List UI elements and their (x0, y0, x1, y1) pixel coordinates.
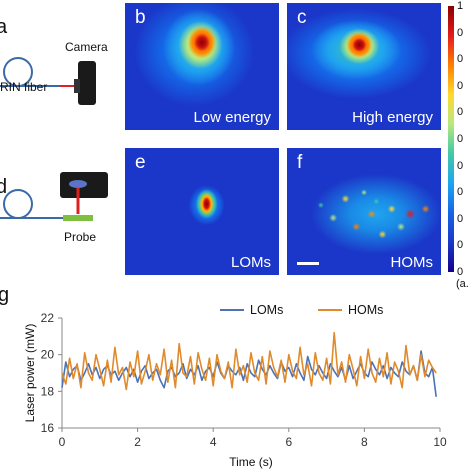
x-axis-label: Time (s) (229, 455, 273, 469)
y-tick-label: 20 (41, 348, 55, 362)
colorbar-tick-label: 1 (457, 0, 464, 12)
panel-letter-g: g (0, 284, 10, 306)
caption-b: Low energy (193, 109, 271, 126)
camera-lens (74, 79, 80, 93)
colorbar-strip (448, 6, 454, 272)
panel-letter-b: b (135, 7, 146, 28)
fiber-camera-schematic (0, 57, 96, 105)
x-tick-label: 6 (285, 435, 292, 449)
colorbar-tick-label: 0 (457, 212, 464, 225)
panel-letter-f: f (297, 152, 303, 173)
image-panel-c: c High energy (287, 3, 441, 130)
caption-f: HOMs (390, 254, 434, 271)
colorbar-tick-label: 0 (457, 79, 464, 92)
fiber-label: RIN fiber (0, 80, 48, 94)
legend-label-homs: HOMs (348, 303, 383, 317)
y-tick-label: 16 (41, 421, 55, 435)
scale-bar (297, 262, 319, 265)
colorbar-tick-label: 0 (457, 186, 464, 199)
colorbar-tick-label: 0 (457, 106, 464, 119)
x-tick-label: 4 (210, 435, 217, 449)
panel-letter-d: d (0, 176, 8, 198)
series-line-homs (61, 331, 437, 391)
laser-power-chart: 16 18 20 22 0 2 4 6 8 10 Time (s) Laser power (mW) L… (23, 303, 447, 469)
panel-letter-c: c (297, 7, 307, 28)
detector-window (69, 180, 87, 188)
x-tick-label: 10 (433, 435, 447, 449)
y-axis-label: Laser power (mW) (23, 324, 37, 423)
panel-a: a Camera RIN fiber (0, 0, 118, 140)
y-tick-label: 18 (41, 384, 55, 398)
fiber-probe-schematic (0, 172, 108, 221)
colorbar-tick-label: 0 (457, 159, 464, 172)
colorbar-tick-label: 0 (457, 239, 464, 252)
x-tick-label: 0 (59, 435, 66, 449)
panel-letter-e: e (135, 152, 146, 173)
panel-d: d Probe (0, 150, 118, 260)
colorbar-tick-label: 0 (457, 133, 464, 145)
colorbar-tick-label: 0 (457, 53, 464, 66)
panel-letter-a: a (0, 16, 8, 38)
colorbar-ticks: 1 0 0 0 0 0 0 0 0 0 0 (456, 0, 474, 278)
camera-body (78, 61, 96, 105)
image-panel-b: b Low energy (125, 3, 279, 130)
probe-bar (63, 215, 93, 221)
y-tick-label: 22 (41, 311, 55, 325)
colorbar-tick-label: 0 (457, 26, 464, 39)
caption-e: LOMs (230, 254, 271, 271)
probe-label: Probe (64, 230, 97, 244)
colorbar-tick-label: 0 (457, 266, 464, 278)
x-tick-label: 8 (361, 435, 368, 449)
fiber-coil-d (3, 189, 33, 219)
colorbar-unit-label: (a. (456, 278, 469, 290)
caption-c: High energy (352, 109, 433, 126)
image-panel-f: f HOMs (287, 148, 441, 275)
colorbar: 1 0 0 0 0 0 0 0 0 0 0 (a. (448, 0, 474, 292)
image-panel-e: e LOMs (125, 148, 279, 275)
camera-label: Camera (65, 40, 108, 54)
legend-label-loms: LOMs (250, 303, 283, 317)
x-tick-label: 2 (134, 435, 141, 449)
